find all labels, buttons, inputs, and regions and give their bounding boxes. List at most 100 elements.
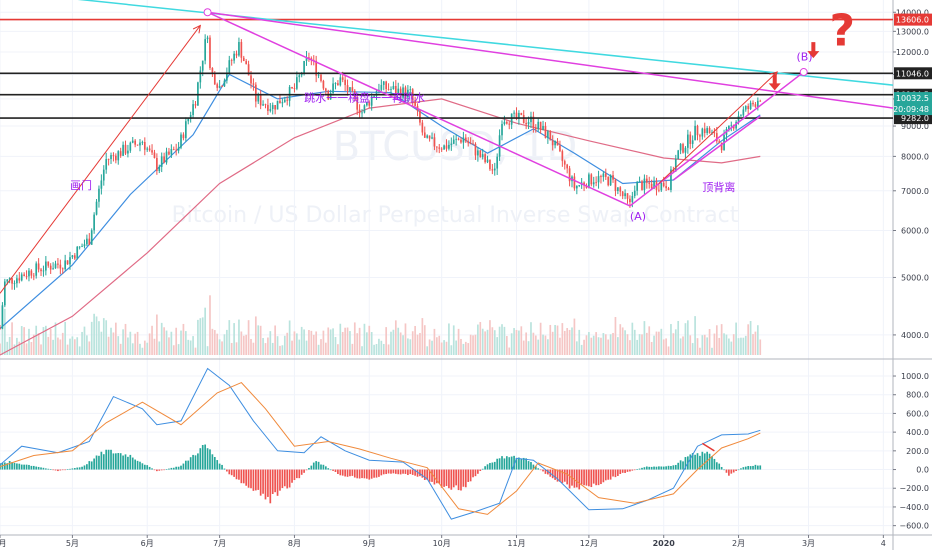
- macd-histogram-bar: [496, 458, 499, 470]
- volume-bar: [520, 326, 523, 355]
- macd-histogram-bar: [508, 457, 511, 470]
- macd-histogram-bar: [160, 469, 163, 471]
- candle-body: [64, 260, 67, 270]
- volume-bar: [264, 343, 267, 355]
- macd-histogram-bar: [59, 469, 62, 471]
- volume-bar: [303, 329, 305, 355]
- macd-histogram-bar: [291, 469, 293, 483]
- candle-body: [274, 105, 276, 110]
- macd-histogram-bar: [708, 453, 711, 470]
- candle-body: [520, 112, 523, 115]
- macd-histogram-bar: [358, 469, 361, 479]
- volume-bar: [356, 333, 359, 355]
- volume-bar: [486, 329, 489, 355]
- trendline[interactable]: [629, 71, 805, 207]
- candle-body: [216, 84, 219, 88]
- candle-body: [233, 53, 235, 61]
- candle-body: [69, 257, 71, 265]
- time-tick-label: 9月: [363, 539, 376, 548]
- candle-body: [160, 156, 163, 167]
- volume-bar: [438, 335, 441, 355]
- macd-histogram-bar: [472, 469, 474, 478]
- horizontal-levels[interactable]: [0, 18, 893, 119]
- macd-histogram-bar: [436, 469, 438, 484]
- macd-panel[interactable]: [0, 367, 762, 520]
- candle-body: [127, 150, 129, 154]
- candle-body: [583, 182, 585, 186]
- candle-body: [578, 185, 581, 186]
- divergence-mark[interactable]: [701, 442, 715, 452]
- volume-bar: [247, 320, 250, 355]
- macd-histogram-bar: [337, 469, 339, 475]
- volume-bar: [337, 344, 339, 355]
- trendlines[interactable]: [0, 0, 894, 294]
- macd-histogram-bar: [300, 469, 303, 475]
- macd-histogram-bar: [288, 469, 291, 488]
- candle-body: [380, 84, 383, 90]
- trendline[interactable]: [658, 71, 778, 184]
- macd-histogram-bar: [554, 469, 556, 480]
- trendline[interactable]: [207, 11, 631, 207]
- candle-body: [547, 131, 549, 138]
- macd-histogram-bar: [303, 469, 305, 473]
- volume-bar: [153, 338, 156, 355]
- trendline[interactable]: [672, 115, 761, 181]
- volume-bar: [568, 329, 571, 355]
- trendline[interactable]: [0, 0, 894, 86]
- volume-bar: [245, 334, 248, 355]
- macd-histogram-bar: [542, 469, 544, 472]
- candle-body: [252, 83, 255, 85]
- time-axis[interactable]: 4月 5月 6月 7月 8月 9月 10月 11月 12月 2020 2月 3月 4: [0, 535, 886, 548]
- macd-histogram-bar: [131, 457, 134, 470]
- price-tick-label: 4000.0: [901, 331, 929, 340]
- macd-histogram-bar: [151, 468, 153, 470]
- volume-bar: [752, 334, 754, 355]
- candles[interactable]: [0, 34, 762, 330]
- volume-bar: [474, 334, 477, 355]
- volume-bar: [711, 347, 713, 355]
- candle-body: [590, 174, 593, 185]
- trendline-anchor[interactable]: [203, 8, 212, 17]
- macd-histogram-bar: [49, 469, 52, 470]
- volume-bar: [619, 324, 622, 355]
- macd-histogram-bar: [491, 462, 494, 470]
- candle-body: [136, 144, 139, 146]
- current-price-tag[interactable]: [894, 92, 932, 116]
- level-price-tag[interactable]: [894, 67, 932, 80]
- macd-histogram-bar: [404, 469, 407, 474]
- volume-bar: [684, 323, 687, 355]
- macd-histogram-bar: [146, 465, 149, 470]
- candle-body: [158, 166, 161, 171]
- price-axis[interactable]: 4000.0 5000.0 6000.0 7000.0 8000.0 9000.0 1000…: [893, 8, 932, 531]
- candle-body: [742, 109, 745, 116]
- trendline-anchor[interactable]: [799, 68, 808, 77]
- candle-body: [189, 115, 192, 119]
- candle-body: [259, 95, 262, 106]
- macd-histogram-bar: [742, 467, 745, 470]
- candle-body: [530, 116, 532, 123]
- macd-histogram-bar: [534, 466, 537, 470]
- level-price-tag[interactable]: [894, 13, 932, 26]
- volume-bar: [571, 327, 573, 355]
- volume-bar: [13, 344, 16, 355]
- macd-histogram-bar: [141, 463, 144, 470]
- volume-bar: [160, 322, 163, 355]
- candle-body: [457, 138, 460, 140]
- volume-bar: [689, 335, 692, 355]
- macd-histogram-bar: [28, 464, 30, 470]
- candle-body: [426, 135, 429, 138]
- candle-body: [226, 72, 228, 81]
- volume-bar: [110, 327, 112, 355]
- volume-bar: [735, 322, 737, 355]
- candle-body: [407, 89, 409, 98]
- candle-body: [414, 100, 416, 106]
- level-price-tag[interactable]: [894, 112, 932, 125]
- volume-bar: [701, 335, 704, 355]
- macd-histogram-bar: [332, 469, 334, 471]
- candle-body: [112, 155, 115, 156]
- down-arrow-icon: [768, 74, 781, 91]
- time-tick-label: 11月: [507, 539, 525, 548]
- trendline[interactable]: [0, 25, 201, 294]
